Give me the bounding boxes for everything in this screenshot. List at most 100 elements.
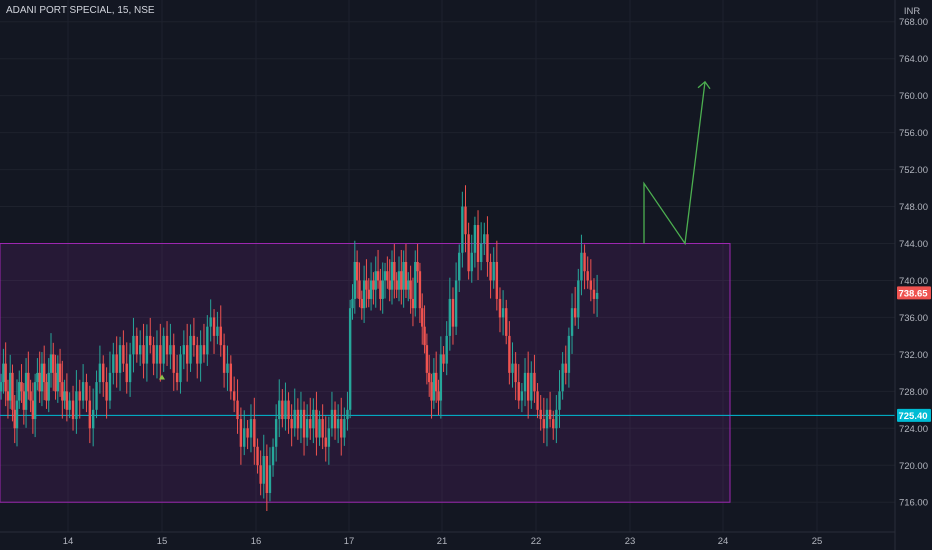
candle-body [122, 345, 125, 364]
candle-body [118, 345, 122, 373]
candle-body [451, 298, 455, 327]
candle-body [360, 298, 363, 309]
candle-body [381, 280, 384, 299]
candle-body [430, 382, 433, 401]
price-axis[interactable]: 768.00 764.00 760.00 756.00 752.00 748.00 744.… [894, 0, 931, 550]
candle-body [393, 261, 396, 281]
candle-body [407, 280, 410, 290]
candle-body [330, 409, 334, 429]
candle-body [98, 363, 102, 383]
candle-body [284, 400, 287, 420]
candle-body [2, 363, 5, 383]
candle-body [461, 206, 464, 253]
candle-body [81, 382, 85, 401]
candle-body [4, 363, 7, 392]
candle-body [219, 326, 222, 346]
candle-body [333, 409, 337, 429]
candle-body [312, 409, 315, 429]
candle-body [423, 326, 426, 346]
range-box[interactable] [0, 243, 895, 503]
candle-body [402, 261, 405, 290]
candle-body [548, 409, 552, 420]
candle-body [336, 419, 340, 429]
candle-body [324, 437, 327, 447]
candle-body [31, 400, 35, 420]
candle-body [125, 363, 128, 383]
candle-body [169, 345, 172, 355]
candle-body [206, 326, 209, 355]
candle-body [259, 465, 262, 484]
date-tick-label: 16 [251, 536, 262, 547]
date-tick-label: 17 [344, 536, 355, 547]
candle-body [185, 345, 189, 364]
date-tick-label: 21 [437, 536, 448, 547]
candle-body [346, 409, 349, 420]
buy-signal-icon [159, 374, 165, 380]
candle-body [13, 409, 16, 429]
horizontal-line-price-tag-bg [897, 408, 931, 422]
candle-body [22, 391, 25, 410]
candle-body [232, 391, 236, 401]
price-tick-label: 744.00 [899, 239, 928, 250]
candle-body [175, 372, 179, 383]
candle-body [38, 372, 41, 392]
candle-body [27, 372, 30, 392]
candle-body [514, 363, 517, 383]
drawings[interactable] [622, 0, 895, 246]
candle-body [172, 345, 175, 373]
candle-body [495, 261, 499, 299]
candles [0, 185, 599, 511]
candle-body [470, 252, 473, 272]
candle-body [58, 363, 62, 383]
candle-body [404, 261, 408, 290]
candle-body [434, 372, 438, 392]
date-tick-label: 24 [718, 536, 729, 547]
candle-body [149, 335, 152, 346]
candle-body [365, 280, 368, 290]
candle-body [209, 317, 212, 327]
candle-body [383, 271, 387, 281]
price-tick-label: 748.00 [899, 202, 928, 213]
candle-body [437, 391, 440, 401]
candle-body [586, 271, 589, 281]
candle-body [536, 391, 539, 410]
candle-body [498, 298, 502, 318]
candle-body [505, 308, 508, 336]
candle-body [11, 372, 14, 410]
candle-body [162, 335, 165, 364]
projection-path[interactable] [643, 81, 706, 246]
candle-body [138, 345, 142, 355]
candle-body [78, 391, 81, 401]
candle-body [271, 446, 275, 466]
date-tick-label: 22 [531, 536, 542, 547]
candle-body [229, 363, 233, 392]
candle-body [239, 419, 243, 447]
candle-body [448, 298, 452, 336]
candle-body [278, 400, 281, 420]
candle-body [315, 409, 318, 438]
date-tick-label: 15 [157, 536, 168, 547]
candle-body [52, 354, 55, 373]
candle-body [249, 419, 253, 438]
candle-body [523, 372, 527, 392]
candle-body [29, 391, 32, 401]
candle-body [580, 252, 583, 281]
candle-body [15, 400, 19, 429]
candle-body [71, 400, 75, 420]
candle-body [212, 317, 216, 336]
candle-body [476, 225, 480, 262]
candle-body [302, 409, 306, 438]
candle-body [388, 280, 391, 290]
candle-body [274, 419, 278, 447]
candle-body [305, 419, 309, 438]
candle-body [293, 409, 296, 429]
time-axis[interactable]: 14 15 16 17 21 22 23 24 25 [0, 531, 895, 547]
candle-body [555, 409, 558, 429]
candle-body [343, 419, 346, 438]
candle-body [517, 382, 520, 401]
candle-body [75, 391, 78, 420]
candle-body [65, 391, 69, 410]
candle-body [222, 345, 226, 373]
candle-body [192, 335, 196, 346]
